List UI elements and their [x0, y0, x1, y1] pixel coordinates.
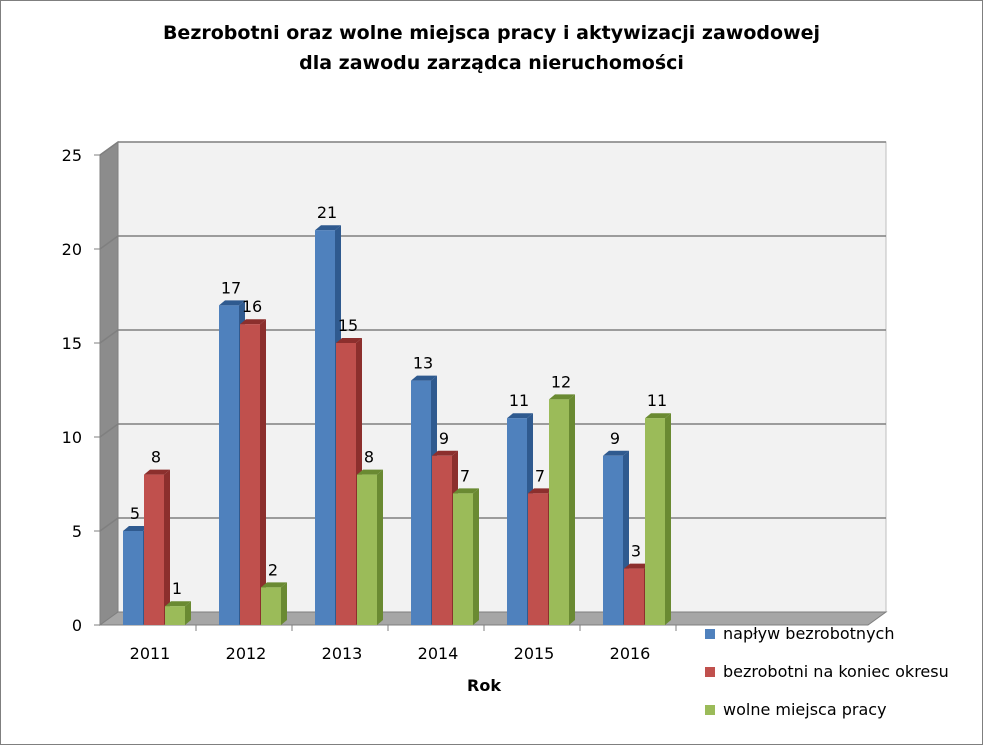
data-label: 17: [221, 278, 241, 297]
legend-label: bezrobotni na koniec okresu: [723, 662, 949, 681]
data-label: 8: [364, 448, 374, 467]
y-tick-label: 25: [62, 146, 82, 165]
bar-top: [123, 526, 149, 531]
y-tick-label: 20: [62, 240, 82, 259]
y-tick-label: 5: [72, 522, 82, 541]
legend-swatch: [705, 705, 715, 715]
bar-side: [164, 469, 170, 625]
data-label: 11: [647, 391, 667, 410]
bar: [357, 474, 377, 625]
data-label: 11: [509, 391, 529, 410]
bar: [507, 418, 527, 625]
legend-label: napływ bezrobotnych: [723, 624, 894, 643]
bar-top: [219, 300, 245, 306]
gridline: [99, 517, 886, 532]
y-tick-label: 0: [72, 616, 82, 635]
bar-side: [260, 319, 266, 625]
bar-top: [165, 601, 191, 607]
y-tick-label: 10: [62, 428, 82, 447]
data-label: 13: [413, 354, 433, 373]
bar: [549, 399, 569, 625]
x-tick-label: 2015: [514, 644, 555, 663]
legend-swatch: [705, 667, 715, 677]
data-label: 9: [439, 429, 449, 448]
data-label: 21: [317, 203, 337, 222]
bar: [411, 380, 431, 625]
data-label: 16: [242, 297, 262, 316]
chart-title-line1: Bezrobotni oraz wolne miejsca pracy i ak…: [162, 22, 821, 44]
gridline: [99, 141, 886, 156]
data-label: 7: [535, 466, 545, 485]
data-label: 5: [130, 504, 140, 523]
data-label: 1: [172, 579, 182, 598]
chart-title-line2: dla zawodu zarządca nieruchomości: [299, 52, 684, 74]
bar-top: [528, 488, 554, 494]
bar-top: [624, 563, 650, 569]
data-label: 9: [610, 429, 620, 448]
x-tick-label: 2012: [226, 644, 267, 663]
bar: [123, 531, 143, 625]
data-label: 12: [551, 372, 571, 391]
bar-top: [336, 338, 362, 343]
bar-top: [357, 469, 383, 475]
bar: [453, 493, 473, 625]
x-tick-label: 2013: [322, 644, 363, 663]
bar: [645, 418, 665, 625]
x-tick-label: 2011: [130, 644, 171, 663]
bar-side: [569, 394, 575, 625]
y-tick-label: 15: [62, 334, 82, 353]
bar: [315, 230, 335, 625]
bar: [528, 493, 548, 625]
bar-side: [665, 413, 671, 625]
legend-swatch: [705, 629, 715, 639]
bar-top: [549, 394, 575, 400]
bar-top: [240, 319, 266, 325]
x-tick-label: 2014: [418, 644, 459, 663]
bar-top: [645, 413, 671, 419]
x-tick-label: 2016: [610, 644, 651, 663]
data-label: 8: [151, 448, 161, 467]
data-label: 2: [268, 560, 278, 579]
bar: [432, 455, 452, 625]
bar: [624, 568, 644, 625]
bar-top: [603, 450, 629, 456]
bar-side: [377, 469, 383, 625]
bar-top: [432, 450, 458, 456]
bar-top: [453, 488, 479, 494]
legend-label: wolne miejsca pracy: [723, 700, 887, 719]
gridline: [99, 235, 886, 250]
bar: [261, 587, 281, 625]
x-axis-label: Rok: [467, 676, 501, 695]
bar-top: [507, 413, 533, 419]
bar-side: [281, 582, 287, 625]
bar: [336, 343, 356, 625]
bar-top: [411, 375, 437, 381]
bar: [603, 455, 623, 625]
bar-top: [315, 225, 341, 231]
bar: [219, 305, 239, 625]
bar: [165, 606, 185, 625]
bar-side: [473, 488, 479, 625]
bar-side: [185, 601, 191, 625]
bar: [144, 474, 164, 625]
data-label: 3: [631, 542, 641, 561]
gridline: [99, 423, 886, 438]
data-label: 15: [338, 316, 358, 335]
data-label: 7: [460, 466, 470, 485]
bar: [240, 324, 260, 625]
side-wall: [99, 141, 119, 626]
gridline: [99, 329, 886, 344]
bar-top: [261, 582, 287, 588]
bar-top: [144, 469, 170, 475]
